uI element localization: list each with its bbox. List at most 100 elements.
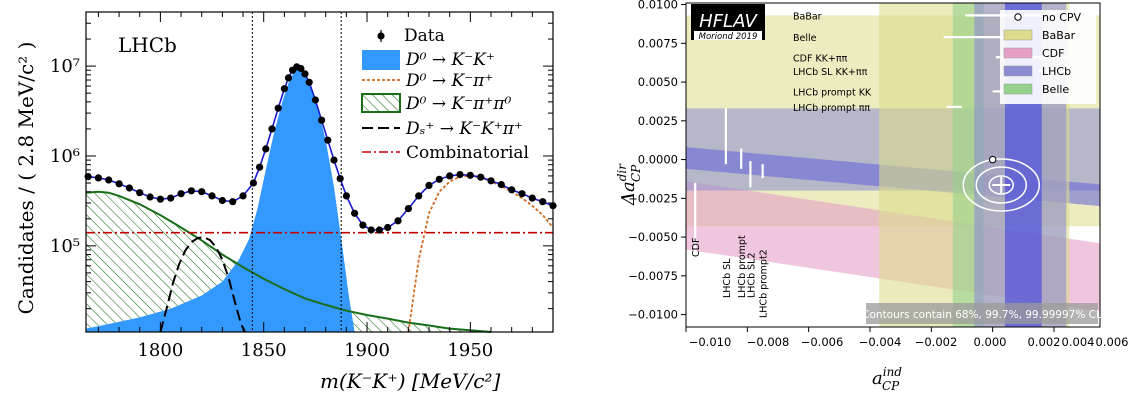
data-point (218, 196, 226, 205)
data-point (456, 171, 464, 179)
legend-label: Dₛ⁺ → K⁻K⁺π⁺ (405, 119, 523, 139)
data-point (404, 205, 412, 213)
data-point (415, 192, 423, 200)
y-tick-label: −0.0100 (628, 308, 678, 322)
cpv-fit-frame (685, 2, 1101, 328)
no-cpv-point (988, 155, 997, 164)
legend-label: BaBar (1042, 29, 1076, 42)
measurement-label: LHCb prompt ππ (793, 103, 870, 114)
data-point (487, 177, 495, 185)
y-tick-label: −0.0075 (628, 269, 678, 283)
data-point (466, 171, 474, 179)
legend-swatch-lhcb (1003, 65, 1033, 77)
legend-symbol-kk (362, 50, 400, 70)
data-point (375, 226, 383, 234)
data-point (342, 192, 350, 200)
data-point (518, 190, 526, 198)
data-point (105, 176, 113, 184)
measurement-label: Belle (793, 33, 817, 44)
legend-symbol-kpipi0 (361, 93, 401, 113)
data-point (125, 184, 133, 192)
measurement-label: LHCb SL KK+ππ (793, 67, 868, 78)
data-point (297, 64, 305, 73)
y-tick-label: 0.0075 (638, 36, 678, 50)
vertical-measurement-label: LHCb prompt2 (759, 249, 770, 318)
confidence-contour (962, 158, 1041, 212)
data-point (249, 179, 257, 187)
hflav-logo: HFLAV Moriond 2019 (691, 4, 765, 42)
x-tick-label: −0.010 (689, 335, 732, 349)
data-point (394, 217, 402, 225)
confidence-contour (988, 175, 1015, 195)
x-tick-label: −0.004 (859, 335, 902, 349)
data-point (446, 172, 454, 180)
x-tick-label: 0.002 (1028, 335, 1061, 349)
data-point (274, 104, 282, 112)
y-tick-label: 10⁶ (50, 146, 80, 167)
hflav-logo-text: HFLAV (699, 11, 758, 32)
mass-spectrum-axes: 1800 1850 1900 1950 10⁵ 10⁶ 10⁷ (50, 11, 554, 361)
data-point (208, 192, 216, 200)
data-point (425, 181, 433, 189)
data-point (359, 221, 367, 229)
data-point (477, 173, 485, 181)
data-point (284, 74, 293, 82)
vertical-measurement-label: LHCb SL2 (746, 253, 757, 299)
measurement-label: LHCb prompt KK (793, 87, 872, 98)
y-tick-label: −0.0050 (628, 230, 678, 244)
x-tick-label: −0.002 (915, 335, 958, 349)
legend-swatch-cdf (1003, 47, 1033, 59)
mass-spectrum-legend: Data D⁰ → K⁻K⁺D⁰ → K⁻π⁺ D⁰ → K⁻π⁺π⁰ Dₛ⁺ → K… (361, 26, 529, 163)
x-tick-label: 1800 (137, 340, 183, 361)
measurement-label: CDF KK+ππ (793, 53, 848, 64)
data-point (156, 195, 164, 203)
data-point (268, 125, 276, 133)
mass-spectrum-frame (85, 11, 554, 333)
x-tick-label: 0.006 (1096, 335, 1129, 349)
data-point (351, 209, 359, 217)
data-point (198, 188, 206, 196)
data-point (94, 174, 102, 182)
confidence-contour (975, 166, 1028, 204)
measurement-label: BaBar (793, 11, 822, 22)
legend-label: Data (404, 26, 445, 46)
data-point (311, 96, 319, 104)
data-point (539, 198, 547, 206)
y-tick-label: 0.0025 (638, 114, 678, 128)
cpv-fit-chart: BaBar Belle CDF KK+ππ LHCb SL KK+ππ LHCb pro… (615, 0, 1128, 393)
data-point (115, 180, 123, 188)
data-point (262, 145, 270, 153)
x-tick-label: −0.006 (801, 335, 844, 349)
data-point (229, 198, 237, 206)
data-point (528, 194, 536, 202)
mass-spectrum-chart: 1800 1850 1900 1950 10⁵ 10⁶ 10⁷ LHCb m(K⁻K⁺) [… (14, 11, 557, 393)
legend-label: Combinatorial (406, 143, 529, 163)
data-point (330, 156, 338, 164)
data-point (146, 193, 154, 201)
y-tick-label: 10⁵ (50, 236, 80, 257)
lhcb-label: LHCb (118, 33, 177, 57)
cpv-fit-axes: −0.010 −0.008 −0.006 −0.004 −0.002 0.000 0.002… (628, 0, 1128, 349)
cpv-ylabel-text: ΔadirCP (615, 163, 643, 206)
data-point (497, 181, 505, 189)
mass-spectrum-ylabel: Candidates / ( 2.8 MeV/c² ) (14, 42, 38, 315)
data-point (167, 194, 175, 202)
mass-spectrum-xlabel: m(K⁻K⁺) [MeV/c²] (320, 369, 500, 393)
legend-swatch-babar (1003, 29, 1033, 41)
data-point (324, 136, 332, 144)
kpipi0-curve (85, 190, 492, 333)
y-tick-label: −0.0025 (628, 191, 678, 205)
y-tick-label: 0.0050 (638, 75, 678, 89)
y-tick-label: 10⁷ (50, 56, 80, 77)
cpv-xlabel-text: aind CP (872, 365, 902, 393)
legend-label: D⁰ → K⁻π⁺ (405, 71, 493, 91)
y-tick-label: 0.0100 (638, 0, 678, 12)
data-point (318, 116, 326, 124)
data-point (239, 192, 247, 200)
y-tick-label: 0.0000 (638, 153, 678, 167)
x-tick-label: 1950 (447, 340, 493, 361)
kpipi0-hatch-area (86, 191, 491, 332)
legend-label: D⁰ → K⁻K⁺ (405, 50, 495, 70)
x-tick-label: 0.004 (1062, 335, 1095, 349)
